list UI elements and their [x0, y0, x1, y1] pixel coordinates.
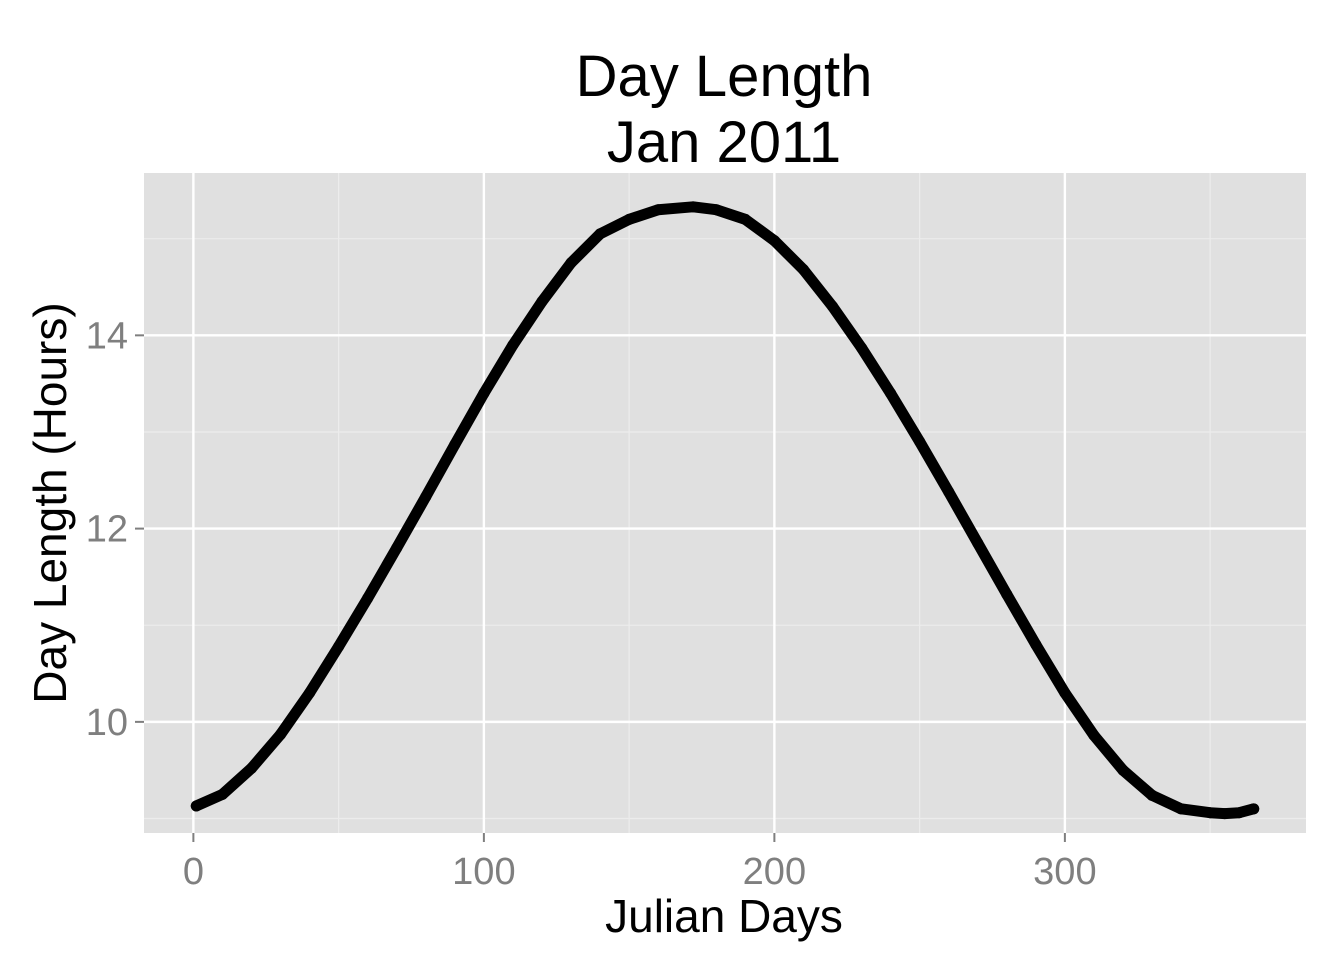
data-point: [507, 339, 519, 351]
data-point: [710, 204, 722, 216]
data-point: [1059, 687, 1071, 699]
data-point: [797, 264, 809, 276]
data-point: [216, 788, 228, 800]
data-point: [885, 387, 897, 399]
data-point: [1088, 729, 1100, 741]
data-point: [190, 800, 202, 812]
data-point: [687, 201, 699, 213]
data-point: [972, 537, 984, 549]
x-tick-label: 0: [183, 851, 204, 893]
x-axis: 0 100 200 300: [183, 833, 1097, 893]
data-point: [768, 235, 780, 247]
y-tick-label: 10: [86, 702, 128, 744]
data-point: [391, 542, 403, 554]
data-point: [420, 491, 432, 503]
y-tick-label: 14: [86, 315, 128, 357]
data-point: [245, 762, 257, 774]
data-point: [536, 296, 548, 308]
data-point: [1248, 803, 1260, 815]
data-point: [1117, 764, 1129, 776]
data-point: [1030, 639, 1042, 651]
data-point: [623, 213, 635, 225]
plot-panel: [144, 173, 1306, 833]
data-point: [362, 592, 374, 604]
data-point: [275, 728, 287, 740]
major-grid: [144, 173, 1306, 833]
y-tick-label: 12: [86, 509, 128, 551]
data-point: [739, 213, 751, 225]
data-point: [1146, 789, 1158, 801]
data-point: [943, 486, 955, 498]
y-axis: 10 12 14: [86, 315, 144, 744]
data-point: [1204, 807, 1216, 819]
data-point: [333, 641, 345, 652]
data-point: [304, 687, 316, 699]
x-tick-label: 100: [452, 851, 515, 893]
minor-grid: [144, 173, 1306, 833]
series-layer: [190, 201, 1260, 820]
x-tick-label: 300: [1033, 851, 1096, 893]
data-point: [1233, 807, 1245, 819]
data-point: [856, 342, 868, 354]
data-point: [1219, 808, 1231, 820]
data-point: [478, 387, 490, 399]
data-point: [1001, 588, 1013, 600]
data-point: [565, 257, 577, 269]
chart-title: Day Length: [576, 44, 873, 109]
data-point: [1175, 803, 1187, 815]
x-axis-title: Julian Days: [605, 890, 843, 942]
data-point: [914, 436, 926, 448]
y-axis-title: Day Length (Hours): [24, 302, 76, 703]
data-point: [449, 439, 461, 451]
data-point: [826, 300, 838, 312]
chart-subtitle: Jan 2011: [607, 110, 841, 175]
data-point: [652, 204, 664, 216]
x-tick-label: 200: [743, 851, 806, 893]
data-point: [594, 228, 606, 240]
